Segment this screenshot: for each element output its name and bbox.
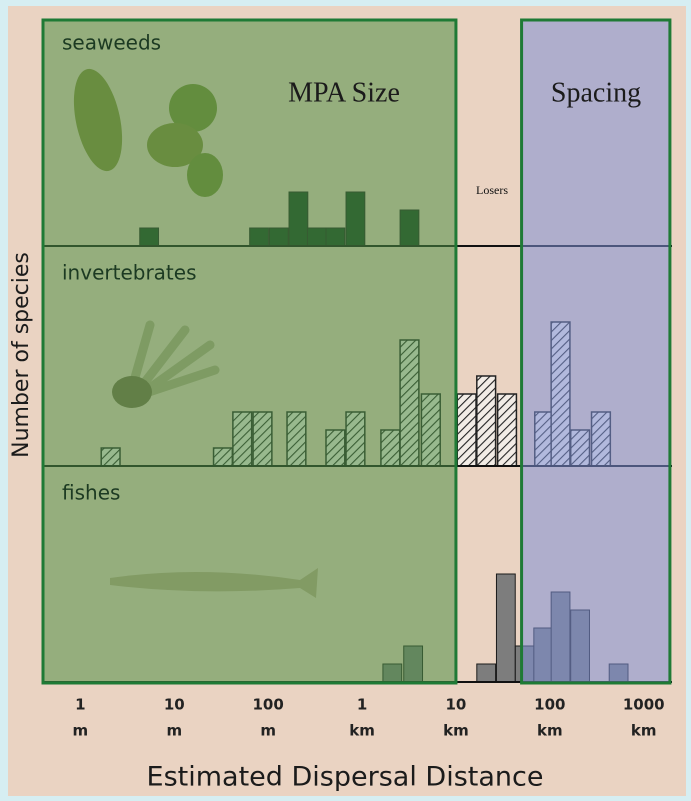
region (520, 18, 672, 685)
annotation: Losers (476, 183, 508, 197)
bar (456, 393, 477, 467)
x-tick-unit: m (166, 722, 182, 740)
region-label: MPA Size (288, 77, 400, 108)
x-tick-label: 1 (357, 696, 367, 714)
x-tick-label: 1 (75, 696, 85, 714)
x-tick-label: 100 (252, 696, 283, 714)
x-tick-unit: km (537, 722, 563, 740)
bar (495, 573, 516, 683)
bar (476, 663, 497, 683)
x-tick-label: 1000 (623, 696, 665, 714)
x-axis-label: Estimated Dispersal Distance (147, 762, 544, 793)
x-tick-label: 100 (534, 696, 565, 714)
labels: Number of species Estimated Dispersal Di… (9, 31, 665, 793)
panel-label: fishes (62, 481, 120, 505)
panel-label: invertebrates (62, 261, 196, 285)
x-tick-unit: km (349, 722, 375, 740)
regions (41, 18, 672, 685)
y-axis-label: Number of species (9, 252, 34, 458)
x-tick-unit: km (443, 722, 469, 740)
bar (476, 375, 497, 467)
panel-label: seaweeds (62, 31, 161, 55)
x-tick-unit: km (631, 722, 657, 740)
region-label: Spacing (551, 77, 641, 108)
x-tick-unit: m (260, 722, 276, 740)
x-tick-unit: m (73, 722, 89, 740)
x-tick-label: 10 (446, 696, 467, 714)
bar (496, 393, 518, 467)
x-tick-label: 10 (164, 696, 185, 714)
region (41, 18, 458, 685)
